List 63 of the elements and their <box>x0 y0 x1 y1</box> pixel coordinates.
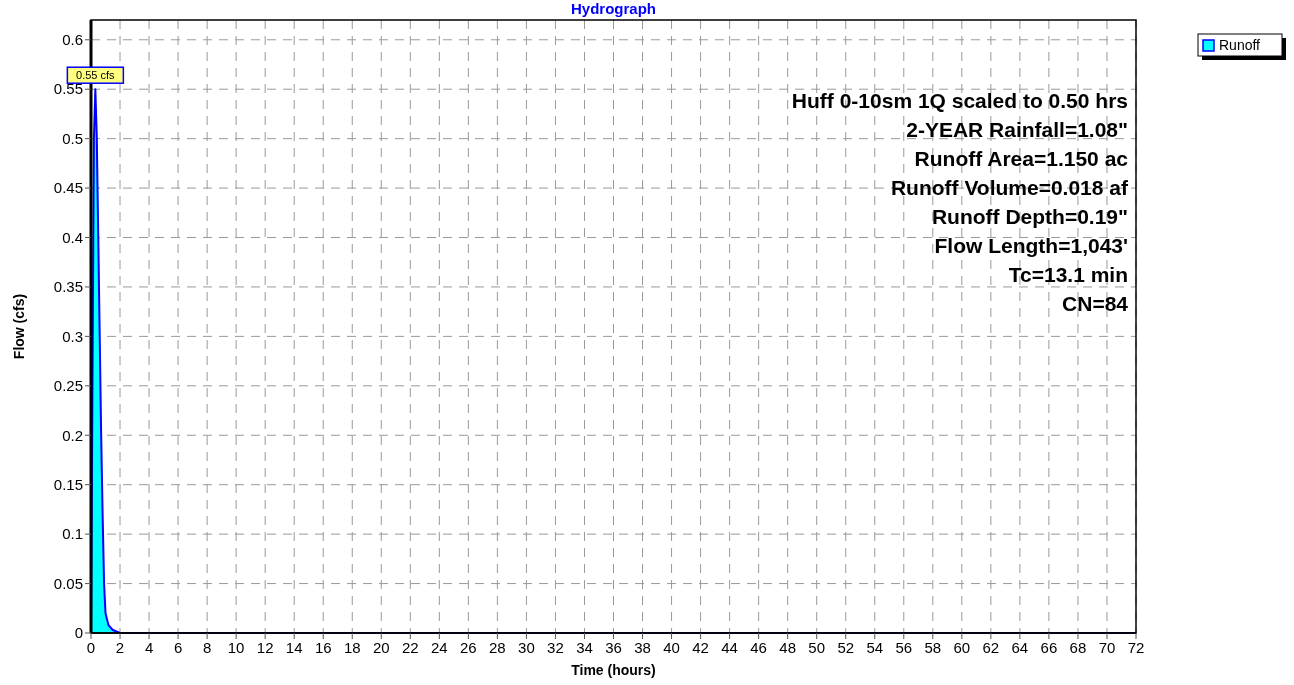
y-tick-label: 0.45 <box>53 179 83 197</box>
y-axis-title: Flow (cfs) <box>11 293 27 360</box>
y-tick-label: 0.35 <box>53 278 83 296</box>
y-tick-label: 0.25 <box>53 377 83 395</box>
x-tick-label: 52 <box>837 639 855 656</box>
x-tick-label: 42 <box>692 639 709 656</box>
x-tick-label: 28 <box>489 639 506 656</box>
x-tick-label: 46 <box>750 639 767 656</box>
x-tick-label: 48 <box>779 639 797 656</box>
x-tick-label: 58 <box>924 639 942 656</box>
x-tick-label: 4 <box>144 639 154 656</box>
y-tick-label: 0 <box>74 624 83 642</box>
annotation: Flow Length=1,043' <box>934 234 1128 257</box>
x-tick-label: 6 <box>173 639 183 656</box>
x-tick-label: 14 <box>285 639 303 656</box>
annotation: Huff 0-10sm 1Q scaled to 0.50 hrs <box>791 89 1128 112</box>
x-tick-label: 2 <box>115 639 125 656</box>
x-tick-label: 32 <box>547 639 564 656</box>
x-tick-label: 64 <box>1011 639 1029 656</box>
x-tick-label: 50 <box>808 639 826 656</box>
x-tick-label: 60 <box>953 639 971 656</box>
annotation: Runoff Depth=0.19" <box>931 205 1128 228</box>
x-tick-label: 18 <box>343 639 361 656</box>
x-axis-title: Time (hours) <box>571 662 656 678</box>
x-tick-label: 24 <box>430 639 448 656</box>
annotation: Runoff Volume=0.018 af <box>890 176 1129 199</box>
x-tick-label: 66 <box>1040 639 1058 656</box>
annotation: CN=84 <box>1062 292 1129 315</box>
x-tick-label: 54 <box>866 639 884 656</box>
y-tick-label: 0.05 <box>53 574 83 592</box>
x-tick-label: 22 <box>401 639 419 656</box>
x-tick-label: 68 <box>1069 639 1087 656</box>
y-tick-label: 0.5 <box>62 129 83 147</box>
y-tick-label: 0.6 <box>62 31 83 49</box>
x-tick-label: 70 <box>1098 639 1116 656</box>
x-tick-label: 10 <box>227 639 245 656</box>
chart-title: Hydrograph <box>570 0 657 17</box>
x-tick-label: 38 <box>634 639 651 656</box>
y-tick-label: 0.3 <box>62 327 83 345</box>
x-tick-label: 20 <box>372 639 390 656</box>
x-tick-label: 44 <box>721 639 738 656</box>
y-tick-label: 0.55 <box>53 80 83 98</box>
y-tick-label: 0.4 <box>62 228 83 246</box>
y-tick-label: 0.1 <box>62 525 83 543</box>
x-tick-label: 72 <box>1127 639 1145 656</box>
legend-label: Runoff <box>1219 37 1261 53</box>
x-tick-label: 40 <box>663 639 680 656</box>
x-tick-label: 26 <box>460 639 477 656</box>
annotation: 2-YEAR Rainfall=1.08" <box>906 118 1128 141</box>
annotation: Tc=13.1 min <box>1008 263 1128 286</box>
x-tick-label: 0 <box>86 639 96 656</box>
x-tick-label: 30 <box>518 639 535 656</box>
x-tick-label: 34 <box>576 639 593 656</box>
y-tick-label: 0.2 <box>62 426 83 444</box>
annotation: Runoff Area=1.150 ac <box>914 147 1129 170</box>
y-tick-label: 0.15 <box>53 475 83 493</box>
x-tick-label: 8 <box>202 639 212 656</box>
x-tick-label: 56 <box>895 639 913 656</box>
x-tick-label: 36 <box>605 639 622 656</box>
x-tick-label: 12 <box>256 639 274 656</box>
x-tick-label: 16 <box>314 639 332 656</box>
annotation: 0.55 cfs <box>76 69 116 82</box>
x-tick-label: 62 <box>982 639 1000 656</box>
